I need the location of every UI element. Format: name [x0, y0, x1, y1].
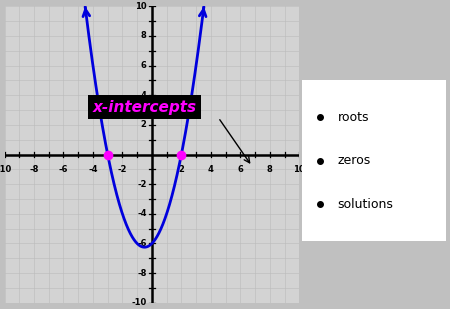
Text: x-intercepts: x-intercepts — [92, 99, 197, 115]
Text: zeros: zeros — [338, 154, 371, 167]
Text: 2: 2 — [178, 165, 184, 174]
FancyBboxPatch shape — [294, 74, 450, 249]
Text: -2: -2 — [117, 165, 127, 174]
Text: -4: -4 — [88, 165, 98, 174]
Text: 10: 10 — [135, 2, 147, 11]
Text: 8: 8 — [267, 165, 273, 174]
Text: -10: -10 — [131, 298, 147, 307]
Text: solutions: solutions — [338, 197, 393, 210]
Text: -6: -6 — [58, 165, 68, 174]
Text: -10: -10 — [0, 165, 12, 174]
Text: -8: -8 — [137, 269, 147, 278]
Text: 2: 2 — [141, 120, 147, 129]
Text: -4: -4 — [137, 209, 147, 218]
Text: 8: 8 — [141, 31, 147, 40]
Text: -2: -2 — [137, 180, 147, 189]
Text: -6: -6 — [137, 239, 147, 248]
Text: 6: 6 — [237, 165, 243, 174]
Text: 4: 4 — [141, 91, 147, 100]
Text: roots: roots — [338, 111, 369, 124]
Text: 4: 4 — [208, 165, 214, 174]
Text: 10: 10 — [293, 165, 305, 174]
Text: -8: -8 — [29, 165, 39, 174]
Text: 6: 6 — [141, 61, 147, 70]
